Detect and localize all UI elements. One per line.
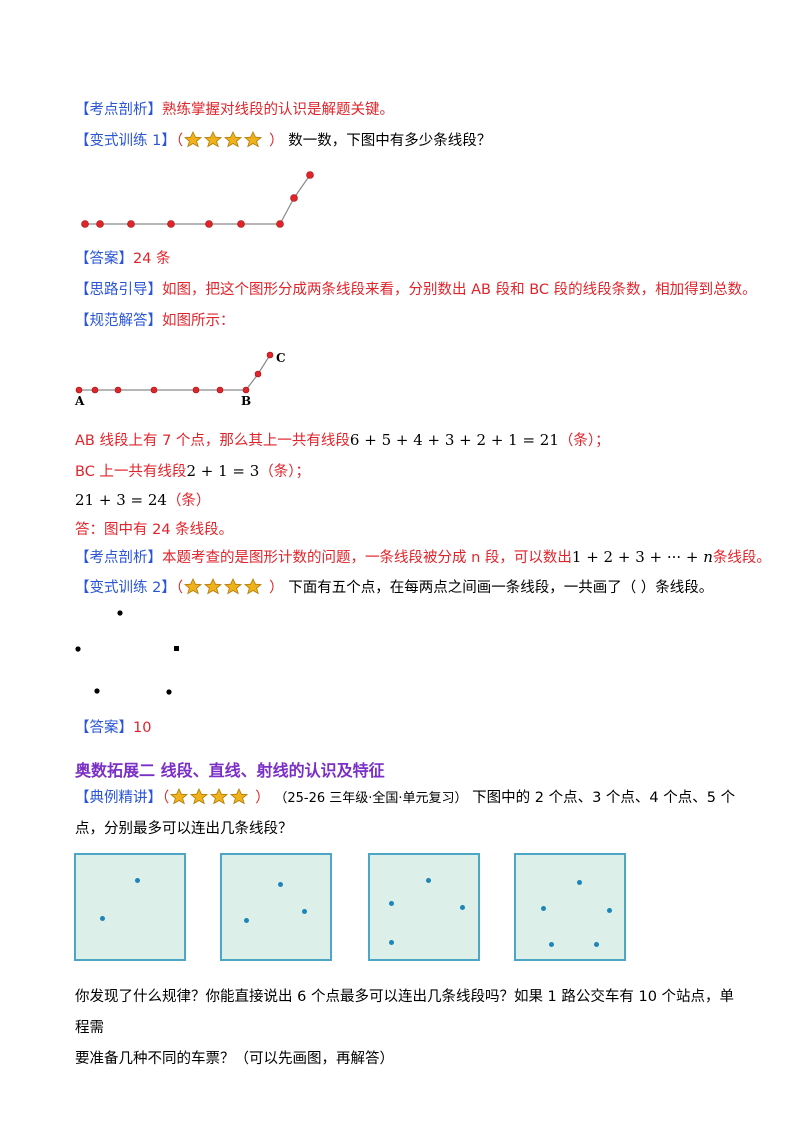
point xyxy=(594,942,599,947)
point xyxy=(278,882,283,887)
star-rating-icon xyxy=(170,788,249,805)
example-text-2: 点，分别最多可以连出几条线段？ xyxy=(75,821,293,837)
tag-practice-1: 【变式训练 1】 xyxy=(75,133,176,149)
star-rating-icon xyxy=(184,131,263,148)
point xyxy=(549,942,554,947)
paren-open-2: （ xyxy=(175,580,184,596)
points-box-4 xyxy=(368,853,480,961)
analysis-line-2: 【考点剖析】本题考查的是图形计数的问题，一条线段被分成 n 段，可以数出1 + … xyxy=(75,547,771,568)
bc-count-unit: （条）； xyxy=(259,464,311,480)
section-title: 奥数拓展二 线段、直线、射线的认识及特征 xyxy=(75,761,385,780)
ab-count-unit: （条）； xyxy=(558,433,610,449)
tag-analysis: 【考点剖析】 xyxy=(75,102,162,118)
practice-1-question: 数一数，下图中有多少条线段？ xyxy=(288,133,492,149)
paren-open-3: （ xyxy=(162,790,170,806)
practice-2-line: 【变式训练 2】（ ） 下面有五个点，在每两点之间画一条线段，一共画了（ ）条线… xyxy=(75,578,713,598)
answer-1-text: 24 条 xyxy=(133,251,171,267)
point xyxy=(302,909,307,914)
points-box-5 xyxy=(514,853,626,961)
tag-analysis-2: 【考点剖析】 xyxy=(75,550,162,566)
point xyxy=(460,905,465,910)
example-source: （25-26 三年级·全国·单元复习） xyxy=(274,791,468,806)
points-box-3 xyxy=(220,853,332,961)
tag-solution: 【规范解答】 xyxy=(75,313,162,329)
star-rating-icon xyxy=(184,578,263,595)
points-box-2 xyxy=(74,853,186,961)
example-line-2: 点，分别最多可以连出几条线段？ xyxy=(75,819,293,839)
paren-close: ） xyxy=(269,133,284,149)
solution-line: 【规范解答】如图所示： xyxy=(75,311,235,331)
analysis-text: 熟练掌握对线段的认识是解题关键。 xyxy=(162,102,394,118)
tag-example: 【典例精讲】 xyxy=(75,790,162,806)
paren-close-3: ） xyxy=(255,790,270,806)
tag-answer-2: 【答案】 xyxy=(75,720,133,736)
analysis-line-1: 【考点剖析】熟练掌握对线段的认识是解题关键。 xyxy=(75,100,394,120)
ab-count-formula: 6 + 5 + 4 + 3 + 2 + 1 = 21 xyxy=(349,431,559,449)
label-c: C xyxy=(276,351,286,365)
point xyxy=(577,880,582,885)
analysis-2-n: n xyxy=(703,548,713,566)
ab-count-line: AB 线段上有 7 个点，那么其上一共有线段6 + 5 + 4 + 3 + 2 … xyxy=(75,430,610,451)
paren-close-2: ） xyxy=(269,580,284,596)
point xyxy=(244,918,249,923)
bc-count-line: BC 上一共有线段2 + 1 = 3（条）； xyxy=(75,461,310,482)
point xyxy=(426,878,431,883)
bc-count-text: BC 上一共有线段 xyxy=(75,464,187,480)
point xyxy=(100,916,105,921)
answer-2-line: 【答案】10 xyxy=(75,718,151,738)
total-unit: （条） xyxy=(166,493,211,509)
question-paragraph: 你发现了什么规律？你能直接说出 6 个点最多可以连出几条线段吗？如果 1 路公交… xyxy=(75,982,735,1075)
total-line: 21 + 3 = 24（条） xyxy=(75,490,210,511)
analysis-2-tail: 条线段。 xyxy=(712,550,771,566)
analysis-2-formula: 1 + 2 + 3 + ··· + xyxy=(571,548,704,566)
final-answer-line: 答：图中有 24 条线段。 xyxy=(75,520,233,540)
point xyxy=(541,906,546,911)
practice-2-question: 下面有五个点，在每两点之间画一条线段，一共画了（ ）条线段。 xyxy=(288,580,714,596)
bc-count-formula: 2 + 1 = 3 xyxy=(186,462,260,480)
hint-line: 【思路引导】如图，把这个图形分成两条线段来看，分别数出 AB 段和 BC 段的线… xyxy=(75,280,757,300)
tag-practice-2: 【变式训练 2】 xyxy=(75,580,176,596)
paren-open: （ xyxy=(175,133,184,149)
solution-text: 如图所示： xyxy=(162,313,235,329)
example-text-1: 下图中的 2 个点、3 个点、4 个点、5 个 xyxy=(472,790,736,806)
point xyxy=(135,878,140,883)
tag-answer: 【答案】 xyxy=(75,251,133,267)
label-b: B xyxy=(241,394,251,408)
hint-text: 如图，把这个图形分成两条线段来看，分别数出 AB 段和 BC 段的线段条数，相加… xyxy=(162,282,757,298)
ab-count-text: AB 线段上有 7 个点，那么其上一共有线段 xyxy=(75,433,350,449)
question-line-1: 你发现了什么规律？你能直接说出 6 个点最多可以连出几条线段吗？如果 1 路公交… xyxy=(75,989,735,1036)
practice-1-line: 【变式训练 1】（ ） 数一数，下图中有多少条线段？ xyxy=(75,131,491,151)
example-line-1: 【典例精讲】（ ） （25-26 三年级·全国·单元复习） 下图中的 2 个点、… xyxy=(75,788,735,809)
label-a: A xyxy=(74,394,85,408)
point xyxy=(389,940,394,945)
point xyxy=(389,901,394,906)
question-line-2: 要准备几种不同的车票？（可以先画图，再解答） xyxy=(75,1051,394,1067)
final-answer-text: 答：图中有 24 条线段。 xyxy=(75,522,234,538)
tag-hint: 【思路引导】 xyxy=(75,282,162,298)
answer-2-text: 10 xyxy=(133,720,152,736)
answer-1-line: 【答案】24 条 xyxy=(75,249,171,269)
analysis-2-text: 本题考查的是图形计数的问题，一条线段被分成 n 段，可以数出 xyxy=(162,550,572,566)
point xyxy=(607,908,612,913)
total-formula: 21 + 3 = 24 xyxy=(75,491,167,509)
